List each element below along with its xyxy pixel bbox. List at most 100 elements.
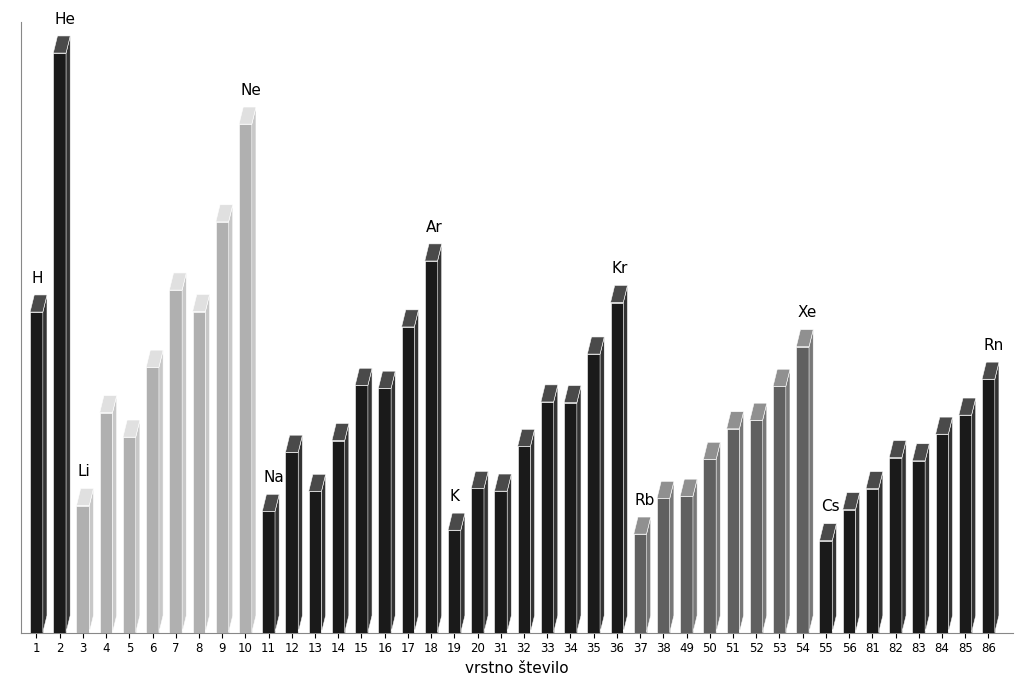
Polygon shape bbox=[948, 417, 952, 633]
Polygon shape bbox=[564, 385, 581, 403]
Polygon shape bbox=[518, 447, 530, 633]
Polygon shape bbox=[123, 420, 140, 437]
Polygon shape bbox=[727, 429, 739, 633]
X-axis label: vrstno število: vrstno število bbox=[465, 661, 569, 676]
Polygon shape bbox=[982, 379, 994, 633]
Polygon shape bbox=[889, 440, 906, 458]
Polygon shape bbox=[958, 398, 976, 415]
Polygon shape bbox=[634, 517, 650, 534]
Polygon shape bbox=[541, 402, 554, 633]
Polygon shape bbox=[530, 429, 535, 633]
Text: Kr: Kr bbox=[611, 261, 628, 276]
Polygon shape bbox=[89, 488, 93, 633]
Polygon shape bbox=[471, 488, 484, 633]
Polygon shape bbox=[322, 474, 326, 633]
Polygon shape bbox=[146, 350, 163, 368]
Polygon shape bbox=[159, 350, 163, 633]
Polygon shape bbox=[843, 493, 860, 510]
Polygon shape bbox=[216, 205, 232, 222]
Polygon shape bbox=[819, 523, 837, 541]
Polygon shape bbox=[182, 273, 186, 633]
Polygon shape bbox=[518, 429, 535, 447]
Polygon shape bbox=[169, 290, 182, 633]
Polygon shape bbox=[588, 337, 604, 354]
Polygon shape bbox=[216, 222, 228, 633]
Polygon shape bbox=[750, 403, 767, 420]
Text: Li: Li bbox=[78, 464, 90, 480]
Polygon shape bbox=[564, 403, 577, 633]
Polygon shape bbox=[785, 369, 790, 633]
Polygon shape bbox=[401, 327, 415, 633]
Polygon shape bbox=[308, 491, 322, 633]
Polygon shape bbox=[507, 474, 511, 633]
Polygon shape bbox=[866, 471, 883, 488]
Polygon shape bbox=[66, 36, 71, 633]
Polygon shape bbox=[588, 354, 600, 633]
Polygon shape bbox=[447, 530, 461, 633]
Polygon shape bbox=[763, 403, 767, 633]
Polygon shape bbox=[912, 444, 930, 461]
Polygon shape bbox=[99, 413, 113, 633]
Polygon shape bbox=[819, 541, 833, 633]
Text: H: H bbox=[32, 271, 43, 286]
Polygon shape bbox=[298, 435, 302, 633]
Polygon shape bbox=[332, 423, 349, 440]
Polygon shape bbox=[773, 369, 790, 386]
Text: Cs: Cs bbox=[820, 499, 840, 515]
Polygon shape bbox=[879, 471, 883, 633]
Polygon shape bbox=[495, 474, 511, 491]
Polygon shape bbox=[391, 371, 395, 633]
Polygon shape bbox=[425, 261, 437, 633]
Polygon shape bbox=[345, 423, 349, 633]
Polygon shape bbox=[308, 474, 326, 491]
Polygon shape bbox=[146, 368, 159, 633]
Polygon shape bbox=[773, 386, 785, 633]
Polygon shape bbox=[972, 398, 976, 633]
Polygon shape bbox=[77, 506, 89, 633]
Polygon shape bbox=[982, 362, 999, 379]
Polygon shape bbox=[136, 420, 140, 633]
Polygon shape bbox=[902, 440, 906, 633]
Polygon shape bbox=[30, 312, 43, 633]
Polygon shape bbox=[657, 482, 674, 499]
Polygon shape bbox=[958, 415, 972, 633]
Polygon shape bbox=[484, 471, 488, 633]
Polygon shape bbox=[610, 302, 624, 633]
Polygon shape bbox=[262, 495, 280, 511]
Polygon shape bbox=[727, 412, 743, 429]
Polygon shape bbox=[99, 396, 117, 413]
Polygon shape bbox=[286, 435, 302, 452]
Polygon shape bbox=[750, 420, 763, 633]
Polygon shape bbox=[355, 368, 372, 385]
Polygon shape bbox=[123, 437, 136, 633]
Polygon shape bbox=[461, 513, 465, 633]
Polygon shape bbox=[703, 442, 720, 460]
Text: He: He bbox=[54, 12, 76, 27]
Text: Ar: Ar bbox=[426, 220, 442, 235]
Text: Xe: Xe bbox=[798, 306, 817, 320]
Polygon shape bbox=[866, 488, 879, 633]
Polygon shape bbox=[843, 510, 855, 633]
Polygon shape bbox=[554, 385, 558, 633]
Polygon shape bbox=[239, 107, 256, 124]
Polygon shape bbox=[206, 295, 210, 633]
Polygon shape bbox=[77, 488, 93, 506]
Polygon shape bbox=[657, 499, 670, 633]
Polygon shape bbox=[239, 124, 252, 633]
Polygon shape bbox=[600, 337, 604, 633]
Polygon shape bbox=[680, 496, 693, 633]
Polygon shape bbox=[378, 371, 395, 388]
Polygon shape bbox=[401, 310, 419, 327]
Polygon shape bbox=[541, 385, 558, 402]
Polygon shape bbox=[193, 312, 206, 633]
Polygon shape bbox=[833, 523, 837, 633]
Polygon shape bbox=[912, 461, 925, 633]
Polygon shape bbox=[703, 460, 716, 633]
Polygon shape bbox=[193, 295, 210, 312]
Polygon shape bbox=[610, 285, 628, 302]
Polygon shape bbox=[925, 444, 930, 633]
Polygon shape bbox=[797, 330, 813, 347]
Polygon shape bbox=[936, 434, 948, 633]
Polygon shape bbox=[415, 310, 419, 633]
Polygon shape bbox=[634, 534, 646, 633]
